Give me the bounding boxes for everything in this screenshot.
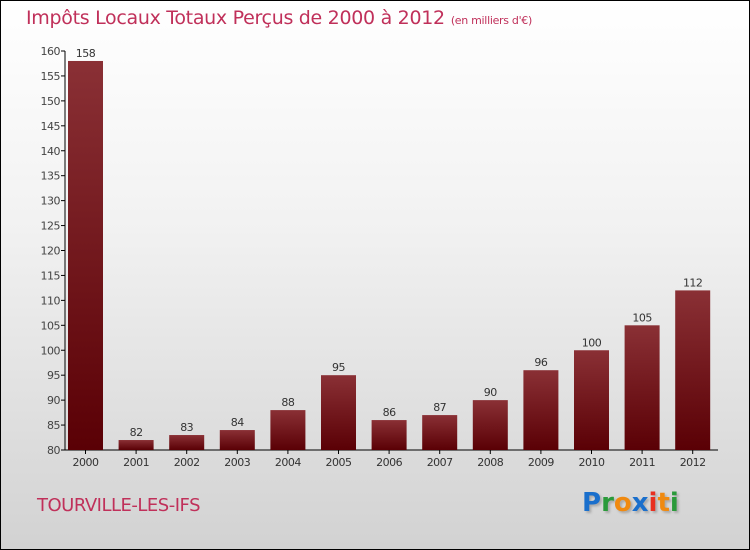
x-tick-label: 2003 [224,456,250,469]
y-tick-label: 115 [41,269,61,282]
x-tick-label: 2000 [73,456,99,469]
y-tick-label: 85 [47,419,60,432]
bar [472,400,508,450]
x-tick-label: 2007 [427,456,453,469]
y-tick-label: 90 [47,394,60,407]
data-label: 95 [332,361,345,374]
data-label: 105 [632,311,652,324]
y-tick-label: 95 [47,369,60,382]
bar [624,325,660,450]
bar [270,410,306,450]
proxiti-logo: Proxiti [582,488,679,518]
bar [523,370,559,450]
x-tick-label: 2006 [376,456,402,469]
bar [675,290,711,450]
x-tick-label: 2004 [275,456,301,469]
y-tick-label: 160 [41,45,61,58]
x-tick-label: 2008 [477,456,503,469]
bar [219,430,255,450]
data-label: 88 [281,396,294,409]
bar [68,60,103,450]
data-label: 83 [180,421,193,434]
data-label: 82 [130,426,143,439]
bar [169,435,205,450]
x-tick-label: 2010 [579,456,605,469]
unit-label: (en milliers d'€) [450,14,532,27]
data-label: 158 [76,47,96,60]
data-label: 96 [534,356,547,369]
bar [574,350,609,450]
bar [118,440,154,450]
chart-title: Impôts Locaux Totaux Perçus de 2000 à 20… [26,7,532,29]
title-text: Impôts Locaux Totaux Perçus de 2000 à 20… [26,7,445,29]
x-tick-label: 2009 [528,456,554,469]
data-label: 86 [383,406,396,419]
y-tick-label: 120 [41,245,61,258]
y-tick-label: 110 [41,294,61,307]
y-tick-label: 100 [41,344,61,357]
data-label: 90 [484,386,497,399]
y-tick-label: 150 [41,95,61,108]
x-tick-label: 2012 [680,456,706,469]
y-tick-label: 145 [41,120,61,133]
bar [321,375,356,450]
y-tick-label: 125 [41,220,61,233]
y-tick-label: 130 [41,195,61,208]
data-label: 84 [231,416,244,429]
y-tick-label: 135 [41,170,61,183]
y-tick-label: 155 [41,70,61,83]
y-tick-label: 80 [47,444,60,457]
y-tick-label: 140 [41,145,61,158]
town-name: TOURVILLE-LES-IFS [37,495,201,516]
bar [371,420,407,450]
x-tick-label: 2005 [326,456,352,469]
bar [422,415,458,450]
x-tick-label: 2002 [174,456,200,469]
x-tick-label: 2011 [629,456,655,469]
y-tick-label: 105 [41,319,61,332]
data-label: 100 [582,336,602,349]
data-label: 112 [683,276,703,289]
data-label: 87 [433,401,446,414]
x-tick-label: 2001 [123,456,149,469]
